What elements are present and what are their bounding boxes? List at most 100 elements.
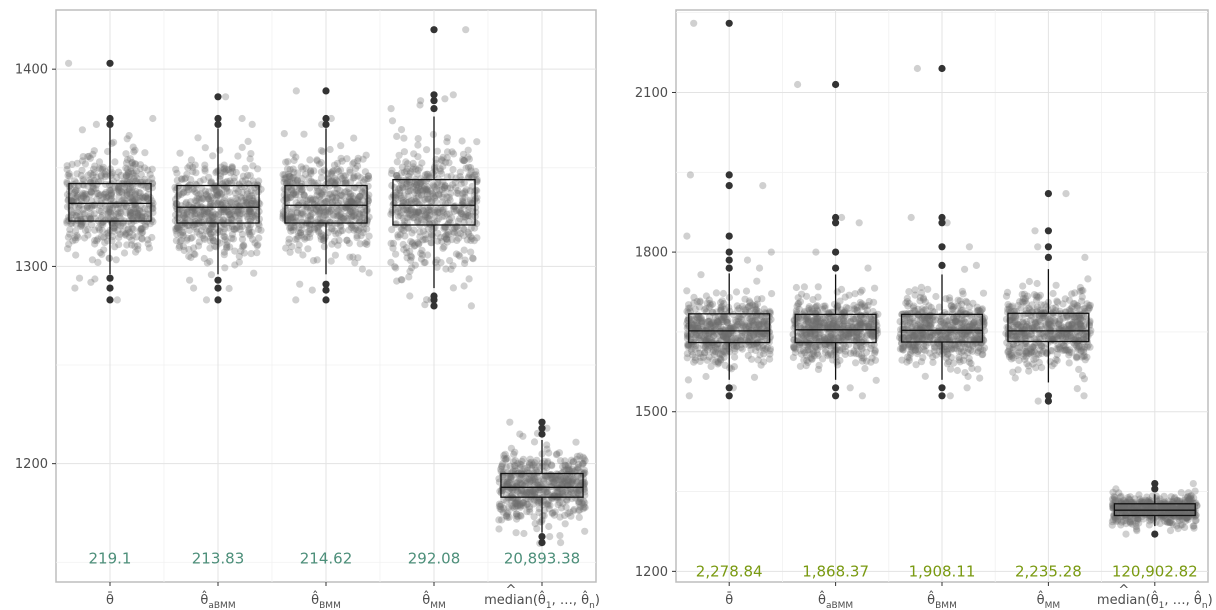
jitter-point — [959, 347, 968, 355]
jitter-point — [179, 189, 187, 197]
jitter-point — [220, 161, 228, 169]
jitter-point — [1003, 339, 1011, 347]
jitter-point — [99, 220, 107, 229]
jitter-point — [248, 197, 256, 205]
jitter-point — [133, 194, 141, 202]
y-tick-label: 1200 — [635, 565, 668, 580]
jitter-point — [812, 302, 820, 311]
jitter-point — [800, 309, 809, 317]
jitter-point — [467, 302, 475, 310]
jitter-point — [313, 156, 321, 164]
jitter-point — [228, 164, 236, 173]
jitter-point — [132, 209, 140, 217]
jitter-point — [131, 160, 139, 168]
jitter-point — [73, 170, 81, 178]
jitter-point — [1080, 392, 1088, 400]
jitter-point — [389, 239, 398, 247]
jitter-point — [104, 192, 112, 200]
jitter-point — [176, 149, 184, 157]
jitter-point — [81, 226, 90, 234]
jitter-point — [238, 177, 247, 185]
jitter-point — [1048, 362, 1056, 370]
jitter-point — [64, 196, 72, 204]
jitter-point — [89, 184, 97, 192]
jitter-point — [354, 254, 362, 262]
jitter-point — [129, 214, 137, 223]
jitter-point — [71, 188, 79, 197]
jitter-point — [212, 186, 220, 194]
jitter-point — [531, 520, 539, 528]
jitter-point — [364, 197, 372, 205]
jitter-point — [128, 159, 136, 167]
jitter-point — [943, 347, 951, 355]
jitter-point — [75, 205, 83, 213]
jitter-point — [64, 171, 72, 179]
jitter-point — [131, 200, 139, 208]
jitter-point — [208, 218, 216, 226]
jitter-point — [522, 495, 530, 503]
jitter-point — [214, 191, 222, 199]
jitter-point — [209, 228, 217, 236]
jitter-point — [69, 237, 77, 245]
jitter-point — [473, 138, 481, 146]
jitter-point — [920, 316, 928, 324]
jitter-point — [760, 305, 768, 313]
jitter-point — [683, 287, 691, 295]
jitter-point — [138, 224, 147, 233]
jitter-point — [460, 246, 468, 254]
jitter-point — [462, 164, 470, 172]
jitter-point — [193, 189, 201, 197]
jitter-point — [1070, 336, 1078, 344]
jitter-point — [83, 203, 91, 211]
jitter-point — [104, 214, 112, 222]
jitter-point — [97, 172, 105, 180]
jitter-point — [108, 191, 116, 199]
jitter-point — [1005, 345, 1014, 353]
jitter-point — [177, 236, 185, 244]
jitter-point — [173, 176, 181, 184]
jitter-point — [314, 223, 322, 231]
jitter-point — [236, 202, 244, 210]
jitter-point — [178, 218, 186, 226]
jitter-point — [1059, 300, 1067, 308]
jitter-point — [107, 195, 115, 203]
jitter-point — [561, 457, 569, 465]
jitter-point — [95, 192, 103, 200]
jitter-point — [516, 430, 524, 438]
jitter-point — [110, 138, 118, 146]
jitter-point — [117, 171, 125, 180]
jitter-point — [63, 165, 71, 174]
jitter-point — [114, 183, 122, 191]
annotation-label: 2,278.84 — [696, 562, 763, 580]
jitter-point — [196, 177, 204, 185]
jitter-point — [759, 182, 767, 190]
jitter-point — [253, 249, 261, 257]
jitter-point — [88, 203, 96, 211]
jitter-point — [94, 258, 102, 266]
jitter-point — [556, 532, 564, 540]
jitter-point — [449, 165, 457, 174]
jitter-point — [286, 166, 294, 174]
outlier-point — [538, 533, 546, 541]
outlier-point — [725, 256, 733, 264]
jitter-point — [227, 169, 235, 177]
annotation-label: 219.1 — [89, 549, 132, 567]
jitter-point — [228, 230, 236, 238]
jitter-point — [715, 326, 724, 334]
jitter-point — [129, 143, 137, 151]
jitter-point — [1081, 253, 1089, 261]
jitter-point — [851, 306, 859, 314]
jitter-point — [547, 482, 555, 490]
jitter-point — [249, 235, 257, 243]
jitter-point — [402, 158, 410, 166]
jitter-point — [208, 211, 217, 219]
outlier-point — [725, 171, 733, 179]
jitter-point — [220, 232, 228, 240]
jitter-point — [223, 177, 231, 185]
jitter-point — [443, 138, 451, 146]
jitter-point — [124, 169, 132, 177]
jitter-point — [407, 252, 415, 260]
jitter-point — [393, 277, 401, 285]
jitter-point — [206, 244, 214, 252]
jitter-point — [137, 170, 145, 179]
